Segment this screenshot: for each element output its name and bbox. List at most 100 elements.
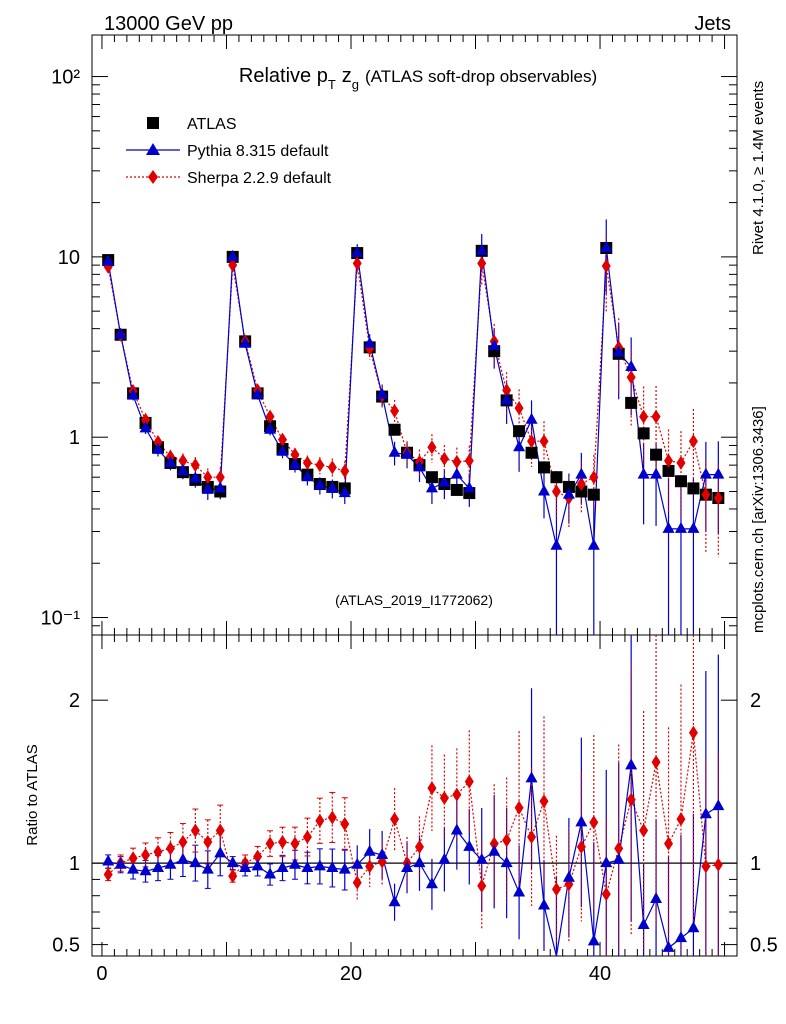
sherpa-ratio-point (203, 834, 213, 849)
sherpa-ratio-point (352, 875, 362, 890)
pythia-point (201, 482, 214, 494)
sherpa-point (290, 447, 300, 462)
sherpa-point (427, 440, 437, 455)
pythia-point (363, 336, 376, 348)
pythia-ratio-point (525, 771, 538, 783)
legend-pythia-marker (146, 143, 160, 155)
pythia-ratio-point (114, 857, 127, 869)
sherpa-ratio-point (477, 878, 487, 893)
x-tick-label: 0 (96, 963, 107, 985)
pythia-point (301, 470, 314, 482)
sherpa-ratio-point (290, 836, 300, 851)
atlas-point (388, 423, 401, 436)
sherpa-ratio-line (107, 732, 719, 895)
sherpa-ratio-point (688, 725, 698, 740)
sherpa-point (327, 460, 337, 475)
pythia-point (425, 481, 438, 493)
pythia-ratio-point (674, 931, 687, 943)
legend-atlas-label: ATLAS (187, 116, 237, 133)
sherpa-ratio-point (327, 810, 337, 825)
pythia-ratio-point (637, 918, 650, 930)
atlas-point (562, 480, 575, 493)
pythia-ratio-point (699, 807, 712, 819)
sherpa-ratio-point (464, 774, 474, 789)
pythia-point (164, 455, 177, 467)
sherpa-ratio-point (664, 836, 674, 851)
pythia-point (488, 339, 501, 351)
pythia-ratio-point (650, 891, 663, 903)
sherpa-point (664, 453, 674, 468)
pythia-ratio-point (463, 839, 476, 851)
sherpa-ratio-point (228, 869, 238, 884)
pythia-ratio-point (413, 856, 426, 868)
pythia-ratio-point (687, 921, 700, 933)
pythia-point (500, 393, 513, 405)
title-z: z (342, 65, 352, 87)
sherpa-line (107, 263, 719, 499)
pythia-point (525, 412, 538, 424)
pythia-point (450, 467, 463, 479)
atlas-point (575, 485, 588, 498)
pythia-ratio-point (313, 859, 326, 871)
pythia-point (662, 521, 675, 533)
x-tick-label: 40 (589, 963, 611, 985)
sherpa-point (215, 470, 225, 485)
pythia-point (226, 249, 239, 261)
sherpa-ratio-point (601, 887, 611, 902)
pythia-ratio-point (102, 854, 115, 866)
sherpa-point (340, 463, 350, 478)
pythia-ratio-point (164, 857, 177, 869)
sherpa-point (527, 434, 537, 449)
pythia-ratio-point (338, 862, 351, 874)
sherpa-point (601, 259, 611, 274)
ratio-y-tick-label-right: 1 (750, 853, 761, 875)
pythia-point (600, 241, 613, 253)
mcplots-citation-label: mcplots.cern.ch [arXiv:1306.3436] (750, 406, 767, 633)
legend-sherpa-marker (148, 170, 158, 184)
pythia-point (127, 388, 140, 400)
sherpa-point (713, 491, 723, 506)
sherpa-ratio-point (576, 839, 586, 854)
pythia-point (176, 463, 189, 475)
title-pt-subscript: T (328, 77, 336, 92)
pythia-point (587, 538, 600, 550)
pythia-ratio-point (139, 864, 152, 876)
sherpa-ratio-point (153, 844, 163, 859)
sherpa-ratio-point (713, 857, 723, 872)
pythia-point (463, 481, 476, 493)
pythia-point (612, 345, 625, 357)
pythia-ratio-point (201, 862, 214, 874)
pythia-point (151, 442, 164, 454)
pythia-ratio-point (363, 844, 376, 856)
y-tick-label: 1 (69, 427, 80, 449)
pythia-ratio-point (226, 856, 239, 868)
sherpa-point (477, 256, 487, 271)
sherpa-ratio-point (514, 800, 524, 815)
y-tick-label: 10 (58, 247, 80, 269)
pythia-point (338, 486, 351, 498)
pythia-ratio-point (513, 885, 526, 897)
sherpa-ratio-point (278, 834, 288, 849)
sherpa-point (626, 370, 636, 385)
ratio-y-tick-label-right: 2 (750, 690, 761, 712)
pythia-ratio-point (301, 861, 314, 873)
pythia-ratio-point (537, 898, 550, 910)
pythia-ratio-point (662, 940, 675, 952)
pythia-point (712, 467, 725, 479)
pythia-point (251, 387, 264, 399)
rivet-version-label: Rivet 4.1.0, ≥ 1.4M events (750, 81, 767, 255)
sherpa-ratio-point (527, 830, 537, 845)
pythia-ratio-point (151, 861, 164, 873)
pythia-point (351, 246, 364, 258)
pythia-point (625, 360, 638, 372)
plot-title: Relative pT zg (ATLAS soft-drop observable… (239, 65, 597, 92)
sherpa-ratio-point (551, 882, 561, 897)
pythia-ratio-point (351, 857, 364, 869)
pythia-ratio-point (587, 934, 600, 946)
pythia-ratio-point (600, 856, 613, 868)
sherpa-point (265, 409, 275, 424)
sherpa-ratio-point (315, 813, 325, 828)
ratio-panel-frame (91, 634, 738, 957)
pythia-ratio-point (450, 823, 463, 835)
